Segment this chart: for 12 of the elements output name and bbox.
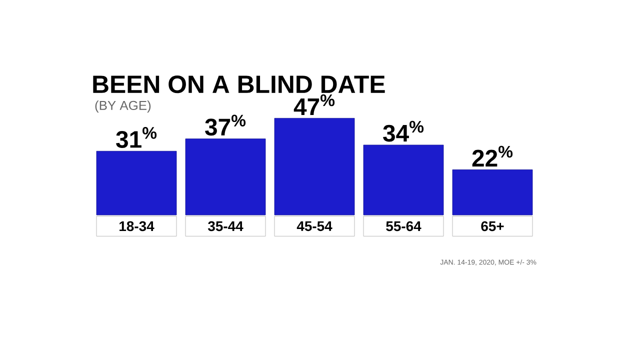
data-label: 47$^{%}$ — [294, 94, 335, 115]
x-tick-label: 18-34 — [120, 221, 154, 232]
x-tick-label: 65+ — [481, 221, 504, 232]
x-tick-label: 35-44 — [208, 221, 244, 232]
data-label: 37$^{%}$ — [205, 114, 246, 136]
data-label: 34$^{%}$ — [383, 120, 424, 142]
x-tick-label: 45-54 — [296, 221, 332, 232]
chart-subtitle: (BY AGE) — [95, 100, 151, 113]
data-label: 22$^{%}$ — [472, 146, 513, 166]
data-label: 31$^{%}$ — [116, 127, 157, 148]
x-tick-label: 55-64 — [386, 221, 422, 232]
chart-title: BEEN ON A BLIND DATE — [93, 76, 385, 94]
